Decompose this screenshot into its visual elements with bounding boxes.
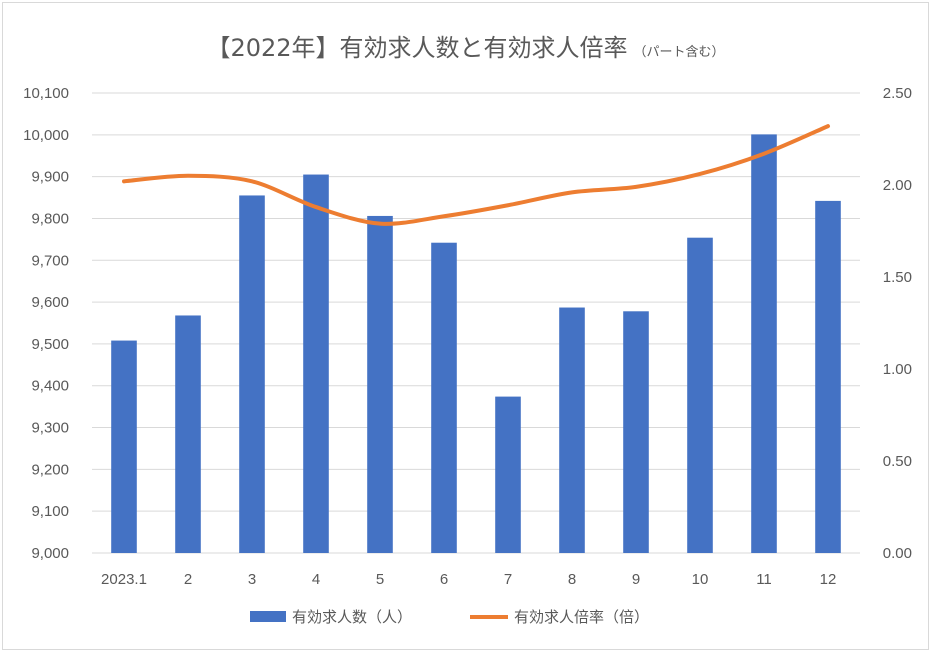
left-tick-label: 10,000 bbox=[23, 127, 69, 144]
bar bbox=[303, 174, 329, 553]
left-tick-label: 9,100 bbox=[31, 503, 69, 520]
left-tick-label: 9,600 bbox=[31, 294, 69, 311]
bar bbox=[687, 237, 713, 553]
chart-title: 【2022年】有効求人数と有効求人倍率 （パート含む） bbox=[0, 28, 931, 63]
left-tick-label: 9,000 bbox=[31, 545, 69, 562]
chart-subtitle: （パート含む） bbox=[633, 45, 725, 60]
left-tick-label: 9,400 bbox=[31, 378, 69, 395]
legend-label-bars: 有効求人数（人） bbox=[292, 608, 412, 626]
bar bbox=[559, 307, 585, 553]
x-tick-label: 5 bbox=[376, 571, 384, 588]
x-tick-label: 3 bbox=[248, 571, 256, 588]
bar bbox=[431, 242, 457, 553]
right-tick-label: 2.00 bbox=[883, 177, 912, 194]
left-axis-ticks: 9,000 9,100 9,200 9,300 9,400 9,500 9,600 9,700… bbox=[23, 85, 69, 562]
bar bbox=[495, 396, 521, 553]
right-tick-label: 1.50 bbox=[883, 269, 912, 286]
bar bbox=[623, 311, 649, 553]
line-series bbox=[122, 124, 830, 226]
legend-swatch-bars bbox=[250, 611, 286, 622]
x-tick-label: 2 bbox=[184, 571, 192, 588]
left-tick-label: 9,700 bbox=[31, 252, 69, 269]
x-tick-label: 4 bbox=[312, 571, 320, 588]
x-tick-label: 10 bbox=[692, 571, 709, 588]
bar bbox=[175, 315, 201, 553]
right-tick-label: 1.00 bbox=[883, 361, 912, 378]
left-tick-label: 9,200 bbox=[31, 461, 69, 478]
bar bbox=[367, 215, 393, 554]
x-tick-label: 2023.1 bbox=[101, 571, 147, 588]
bar bbox=[239, 195, 265, 554]
chart-title-main: 【2022年】有効求人数と有効求人倍率 bbox=[206, 34, 628, 62]
x-tick-label: 8 bbox=[568, 571, 576, 588]
left-tick-label: 9,800 bbox=[31, 210, 69, 227]
legend: 有効求人数（人） 有効求人倍率（倍） bbox=[250, 608, 649, 626]
x-tick-label: 12 bbox=[820, 571, 837, 588]
bar bbox=[815, 200, 841, 553]
x-tick-label: 9 bbox=[632, 571, 640, 588]
x-axis-ticks: 2023.1 2 3 4 5 6 7 8 9 10 11 12 bbox=[101, 571, 836, 588]
line-path bbox=[122, 124, 830, 226]
left-tick-label: 9,300 bbox=[31, 420, 69, 437]
right-tick-label: 0.00 bbox=[883, 545, 912, 562]
left-tick-label: 10,100 bbox=[23, 85, 69, 102]
x-tick-label: 11 bbox=[756, 571, 772, 588]
bar bbox=[111, 340, 137, 553]
x-tick-label: 6 bbox=[440, 571, 448, 588]
right-tick-label: 0.50 bbox=[883, 453, 912, 470]
right-tick-label: 2.50 bbox=[883, 85, 912, 102]
bar bbox=[751, 134, 777, 553]
bar-series bbox=[111, 134, 841, 554]
x-tick-label: 7 bbox=[504, 571, 512, 588]
left-tick-label: 9,500 bbox=[31, 336, 69, 353]
left-tick-label: 9,900 bbox=[31, 169, 69, 186]
right-axis-ticks: 0.00 0.50 1.00 1.50 2.00 2.50 bbox=[883, 85, 912, 562]
legend-label-line: 有効求人倍率（倍） bbox=[514, 608, 649, 626]
